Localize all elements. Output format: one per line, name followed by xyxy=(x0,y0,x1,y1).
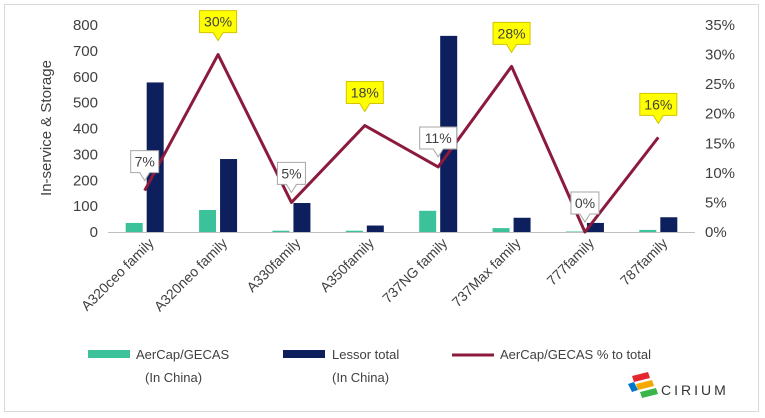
x-tick-label: A320ceo family xyxy=(78,235,157,314)
bar-aercap xyxy=(125,222,143,232)
bar-lessor-total xyxy=(513,217,531,232)
callout-box xyxy=(199,10,238,42)
bar-aercap xyxy=(639,229,657,232)
y2-tick-label: 0% xyxy=(705,224,727,241)
y-tick-label: 200 xyxy=(73,172,98,189)
bar-aercap xyxy=(492,228,510,232)
cirium-logo-icon xyxy=(628,372,658,398)
cirium-logo-text: CIRIUM xyxy=(661,382,729,398)
data-label-callout: 18% xyxy=(345,81,384,113)
y2-tick-label: 20% xyxy=(705,106,735,123)
x-tick-label: A330family xyxy=(243,235,303,295)
y2-tick-label: 15% xyxy=(705,135,735,152)
y-axis-right: 0% 5% 10% 15% 20% 25% 30% 35% xyxy=(705,17,735,241)
callout-box xyxy=(345,81,384,113)
data-label: 7% xyxy=(135,154,155,170)
data-label: 0% xyxy=(575,195,595,211)
y-tick-label: 400 xyxy=(73,121,98,138)
bar-lessor-total xyxy=(586,222,604,232)
legend-label-aercap-sub: (In China) xyxy=(145,370,202,385)
y-tick-label: 0 xyxy=(90,224,98,241)
legend-label-lessor: Lessor total xyxy=(332,347,399,362)
y2-tick-label: 10% xyxy=(705,165,735,182)
x-tick-label: 777family xyxy=(543,235,597,289)
bar-aercap xyxy=(419,210,437,232)
callout-box xyxy=(570,191,600,223)
y-tick-label: 600 xyxy=(73,69,98,86)
bar-lessor-total xyxy=(660,217,678,232)
legend-swatch-aercap xyxy=(88,350,130,358)
data-label: 11% xyxy=(425,130,452,146)
x-tick-label: A350family xyxy=(317,235,377,295)
callout-box xyxy=(419,126,458,158)
callout-box xyxy=(130,150,160,182)
data-label-callout: 28% xyxy=(492,21,531,54)
bar-lessor-total xyxy=(366,225,384,232)
callout-box xyxy=(639,92,678,125)
data-label: 28% xyxy=(498,25,526,41)
bar-lessor-total xyxy=(220,159,238,232)
y-axis-left: 0 100 200 300 400 500 600 700 800 xyxy=(73,17,98,241)
data-label: 18% xyxy=(351,85,379,101)
data-label: 16% xyxy=(644,96,672,112)
y-tick-label: 500 xyxy=(73,95,98,112)
y-tick-label: 100 xyxy=(73,198,98,215)
bar-lessor-total xyxy=(293,203,311,232)
legend-label-aercap: AerCap/GECAS xyxy=(136,347,230,362)
data-label-callouts: 7% 30% 5% 18% 11% 28% 0% 16% xyxy=(130,10,678,223)
y-tick-label: 300 xyxy=(73,146,98,163)
data-label-callout: 11% xyxy=(419,126,458,158)
x-tick-label: 737Max family xyxy=(449,235,524,310)
cirium-logo: CIRIUM xyxy=(628,372,729,398)
y-tick-label: 800 xyxy=(73,17,98,34)
legend-swatch-lessor xyxy=(283,350,325,358)
y2-tick-label: 35% xyxy=(705,17,735,34)
data-label-callout: 0% xyxy=(570,191,600,223)
data-label-callout: 7% xyxy=(130,150,160,182)
legend: AerCap/GECAS (In China) Lessor total (In… xyxy=(88,347,651,385)
x-tick-label: 737NG family xyxy=(379,235,450,306)
bar-aercap xyxy=(565,231,583,232)
y2-tick-label: 30% xyxy=(705,47,735,64)
legend-label-percent: AerCap/GECAS % to total xyxy=(500,347,651,362)
y2-tick-label: 5% xyxy=(705,194,727,211)
data-label-callout: 5% xyxy=(276,161,306,194)
x-tick-label: 787family xyxy=(617,235,671,289)
data-label: 5% xyxy=(281,165,301,181)
bar-aercap xyxy=(199,210,217,232)
bar-aercap xyxy=(272,230,290,232)
y2-tick-label: 25% xyxy=(705,76,735,93)
data-label: 30% xyxy=(204,14,232,30)
y-axis-label: In-service & Storage xyxy=(38,60,55,196)
chart-frame xyxy=(4,4,759,412)
bar-aercap xyxy=(345,230,363,232)
data-label-callout: 16% xyxy=(639,92,678,125)
legend-label-lessor-sub: (In China) xyxy=(332,370,389,385)
y-tick-label: 700 xyxy=(73,43,98,60)
callout-box xyxy=(492,21,531,54)
data-label-callout: 30% xyxy=(199,10,238,42)
callout-box xyxy=(276,161,306,194)
x-tick-label: A320neo family xyxy=(151,235,231,315)
